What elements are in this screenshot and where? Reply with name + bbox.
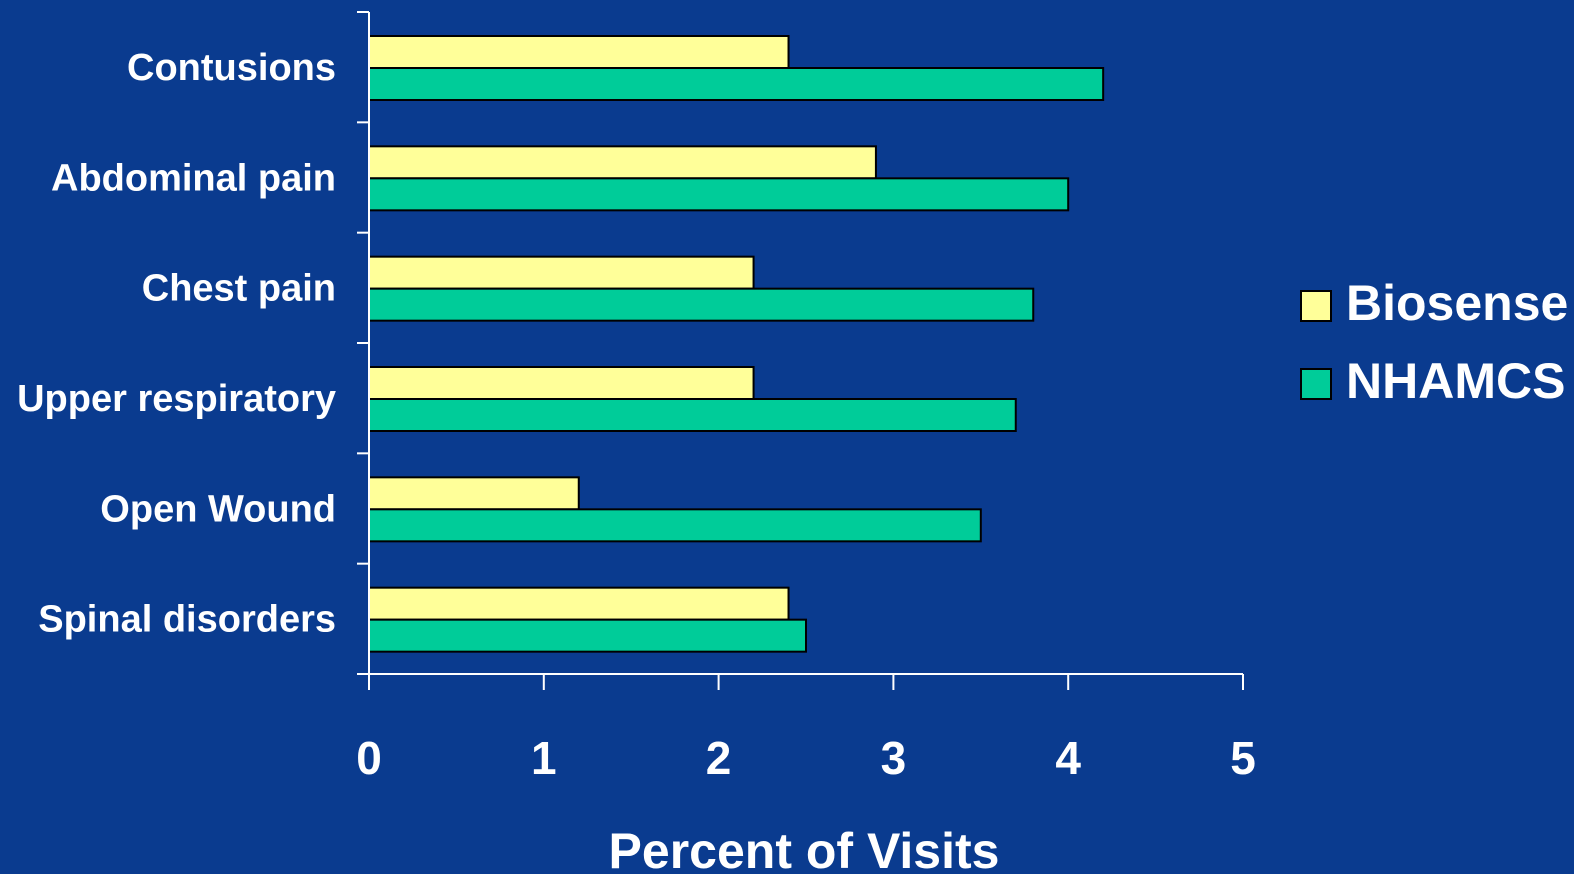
x-tick-label: 4: [1055, 732, 1081, 784]
bar-nhamcs-chest-pain: [368, 287, 1035, 322]
axes-group: [357, 12, 1243, 690]
x-tick-label: 0: [356, 732, 382, 784]
x-tick-label: 3: [881, 732, 907, 784]
x-tick-label: 5: [1230, 732, 1256, 784]
axis-ticks: [357, 11, 1244, 690]
bar-nhamcs-open-wound: [368, 508, 982, 543]
bar-nhamcs-spinal-disorders: [368, 618, 807, 653]
bar-nhamcs-contusions: [368, 67, 1105, 101]
category-labels: Contusions Abdominal pain Chest pain Upper …: [17, 47, 336, 641]
legend: Biosense NHAMCS: [1300, 275, 1568, 409]
legend-label-nhamcs: NHAMCS: [1346, 353, 1565, 409]
bar-biosense-chest-pain: [368, 255, 755, 290]
legend-swatch-nhamcs: [1300, 368, 1332, 400]
bar-biosense-contusions: [368, 35, 790, 69]
bar-biosense-open-wound: [368, 476, 580, 511]
x-tick-labels: 0 1 2 3 4 5: [356, 732, 1256, 784]
category-label-contusions: Contusions: [127, 47, 336, 89]
legend-swatch-biosense: [1300, 290, 1332, 322]
x-axis-title: Percent of Visits: [609, 823, 1000, 874]
category-label-upper-respiratory: Upper respiratory: [17, 378, 336, 420]
x-tick-label: 1: [531, 732, 557, 784]
category-label-abdominal-pain: Abdominal pain: [51, 157, 336, 199]
x-tick-label: 2: [706, 732, 732, 784]
bars-group: [368, 35, 1105, 653]
category-label-chest-pain: Chest pain: [142, 268, 336, 310]
bar-biosense-spinal-disorders: [368, 586, 790, 621]
legend-label-biosense: Biosense: [1346, 275, 1568, 331]
category-label-open-wound: Open Wound: [100, 488, 336, 530]
bar-biosense-abdominal-pain: [368, 145, 877, 180]
bar-nhamcs-abdominal-pain: [368, 177, 1070, 212]
bar-nhamcs-upper-respiratory: [368, 398, 1017, 432]
category-label-spinal-disorders: Spinal disorders: [38, 599, 336, 641]
bar-biosense-upper-respiratory: [368, 366, 755, 400]
